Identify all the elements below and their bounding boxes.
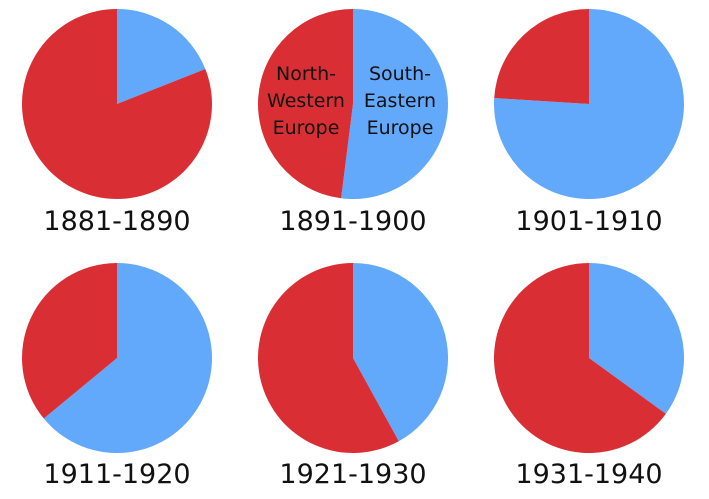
pie-1881-1890: 1881-1890 <box>22 9 213 237</box>
pie-1931-1940: 1931-1940 <box>494 263 685 490</box>
pie-title: 1881-1890 <box>43 206 190 237</box>
label-north-western-europe: North-Western Europe <box>267 63 345 139</box>
pie-title: 1931-1940 <box>515 459 662 490</box>
slice-south-eastern-europe <box>353 263 449 442</box>
slice-north-western-europe <box>494 9 589 104</box>
slice-south-eastern-europe <box>341 9 449 199</box>
slice-north-western-europe <box>22 9 213 200</box>
slice-north-western-europe <box>258 9 353 199</box>
slice-south-eastern-europe <box>589 263 685 414</box>
pie-1911-1920: 1911-1920 <box>21 263 212 490</box>
slice-south-eastern-europe <box>117 9 206 104</box>
label-south-eastern-europe: South-Eastern Europe <box>364 63 436 139</box>
pie-title: 1891-1900 <box>279 206 426 237</box>
slice-north-western-europe <box>258 263 399 453</box>
pie-title: 1901-1910 <box>515 206 662 237</box>
slice-south-eastern-europe <box>43 263 212 453</box>
slice-north-western-europe <box>21 263 118 419</box>
pie-title: 1911-1920 <box>43 459 190 490</box>
slice-south-eastern-europe <box>494 9 685 199</box>
pie-1921-1930: 1921-1930 <box>258 263 449 490</box>
pie-title: 1921-1930 <box>279 459 426 490</box>
pie-1891-1900: 1891-1900 North-Western Europe South-Easter… <box>258 9 449 237</box>
pie-1901-1910: 1901-1910 <box>494 9 685 237</box>
slice-north-western-europe <box>494 263 666 453</box>
